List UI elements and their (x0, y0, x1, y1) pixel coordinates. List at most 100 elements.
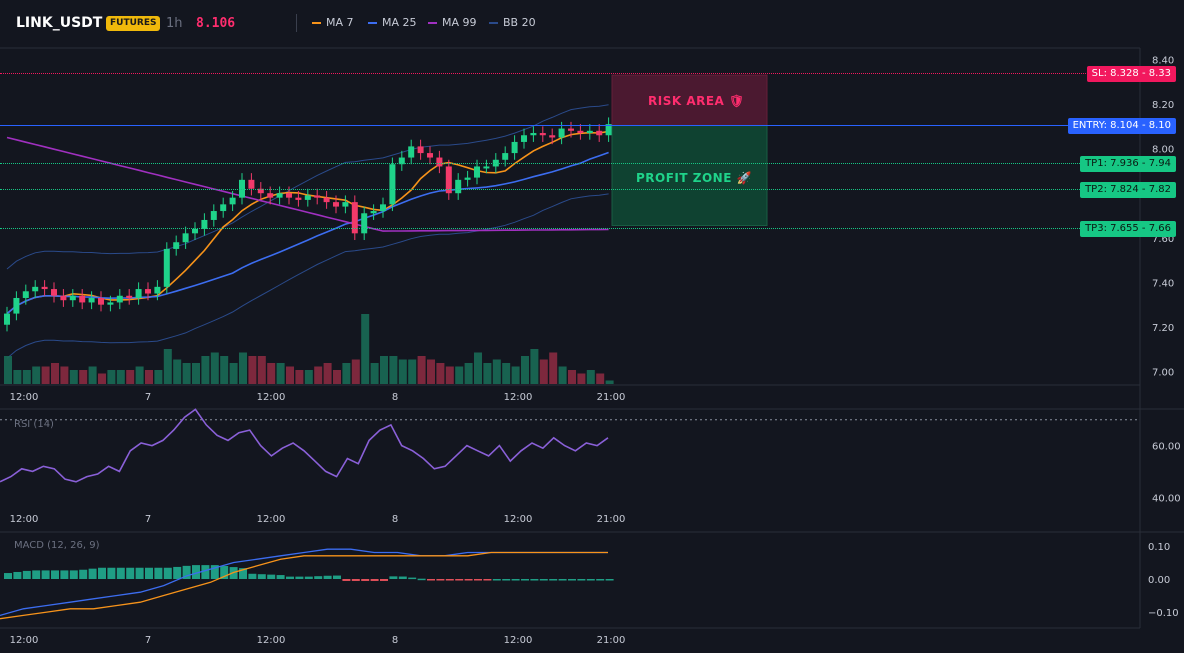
candle (521, 135, 527, 142)
macd-histogram-bar (4, 573, 12, 579)
candle (558, 128, 565, 138)
legend-bb20[interactable]: BB 20 (489, 16, 536, 29)
legend-ma7[interactable]: MA 7 (312, 16, 354, 29)
symbol-label[interactable]: LINK_USDT (16, 15, 103, 31)
volume-bar (351, 359, 360, 384)
macd-histogram-bar (60, 570, 69, 579)
header-divider (296, 14, 297, 32)
macd-histogram-bar (568, 579, 576, 581)
macd-histogram-bar (173, 566, 182, 579)
macd-histogram-bar (239, 568, 247, 579)
macd-histogram-bar (483, 579, 492, 581)
macd-histogram-bar (135, 567, 144, 579)
volume-bar (135, 366, 144, 384)
volume-bar (4, 356, 12, 384)
candle (361, 213, 368, 234)
macd-histogram-bar (257, 574, 266, 579)
candle (605, 124, 612, 136)
volume-bar (361, 314, 370, 384)
volume-bar (239, 352, 247, 384)
ma25-swatch-icon (368, 21, 377, 24)
ma99-line (6, 136, 609, 232)
time-tick-label: 12:00 (257, 392, 286, 403)
volume-bar (88, 366, 97, 384)
macd-histogram-bar (380, 579, 388, 581)
volume-bar (389, 356, 398, 384)
candle (107, 302, 114, 305)
volume-bar (41, 366, 50, 384)
volume-bar (201, 356, 210, 384)
candle (539, 133, 546, 136)
volume-bar (107, 370, 116, 384)
macd-histogram-bar (126, 567, 135, 579)
volume-bar (408, 359, 417, 384)
candle (248, 179, 255, 189)
volume-bar (398, 359, 407, 384)
candle (192, 228, 198, 234)
macd-histogram-bar (276, 575, 285, 579)
candle (577, 130, 584, 134)
macd-histogram-bar (521, 579, 529, 581)
candle (464, 177, 471, 180)
candle (32, 286, 39, 292)
entry-line (0, 125, 1140, 126)
candle (154, 286, 161, 294)
volume-bar (154, 370, 163, 384)
candle (436, 157, 443, 167)
macd-histogram-bar (502, 579, 511, 581)
candle (286, 193, 292, 198)
ma7-line (6, 130, 609, 315)
time-tick-label: 8 (392, 514, 398, 525)
macd-histogram-bar (474, 579, 482, 581)
time-tick-label: 21:00 (597, 514, 626, 525)
ma99-swatch-icon (428, 21, 437, 24)
volume-bar (568, 370, 576, 384)
macd-histogram-bar (436, 579, 445, 581)
time-tick-label: 21:00 (597, 635, 626, 646)
tp1-line (0, 163, 1140, 165)
volume-bar (267, 363, 276, 384)
macd-histogram-bar (201, 565, 210, 579)
candle (60, 295, 67, 301)
legend-ma99[interactable]: MA 99 (428, 16, 477, 29)
candle (41, 286, 48, 290)
volume-bar (502, 363, 511, 384)
candle (163, 248, 170, 287)
time-tick-label: 12:00 (10, 392, 39, 403)
legend-ma25[interactable]: MA 25 (368, 16, 417, 29)
volume-bar (323, 363, 332, 384)
candle (295, 197, 302, 200)
volume-bar (173, 359, 182, 384)
macd-histogram-bar (342, 579, 351, 581)
stop-loss-line (0, 73, 1140, 75)
volume-bar (210, 352, 219, 384)
candle (182, 233, 189, 243)
risk-area-label: RISK AREA 🛡 (648, 94, 745, 108)
macd-histogram-bar (154, 567, 163, 579)
candle (342, 202, 349, 207)
candle (596, 130, 603, 136)
tp3-tag: TP3: 7.655 - 7.66 (1080, 221, 1176, 237)
candle (116, 295, 123, 303)
macd-histogram-bar (361, 579, 370, 581)
timeframe-label[interactable]: 1h (166, 16, 183, 31)
macd-histogram-bar (445, 579, 454, 581)
candle (304, 195, 311, 200)
candle (549, 135, 556, 138)
macd-histogram-bar (192, 565, 200, 579)
time-tick-label: 12:00 (10, 514, 39, 525)
volume-bar (417, 356, 426, 384)
volume-bar (314, 366, 323, 384)
macd-histogram-bar (558, 579, 567, 581)
candle (530, 133, 537, 136)
candle (351, 202, 358, 234)
rocket-icon: 🚀 (736, 171, 753, 185)
macd-histogram-bar (464, 579, 473, 581)
candle (445, 166, 452, 194)
shield-icon: 🛡 (729, 94, 745, 108)
volume-bar (182, 363, 191, 384)
candle (502, 153, 509, 160)
candle (333, 202, 339, 207)
profit-zone-label: PROFIT ZONE 🚀 (636, 171, 753, 185)
